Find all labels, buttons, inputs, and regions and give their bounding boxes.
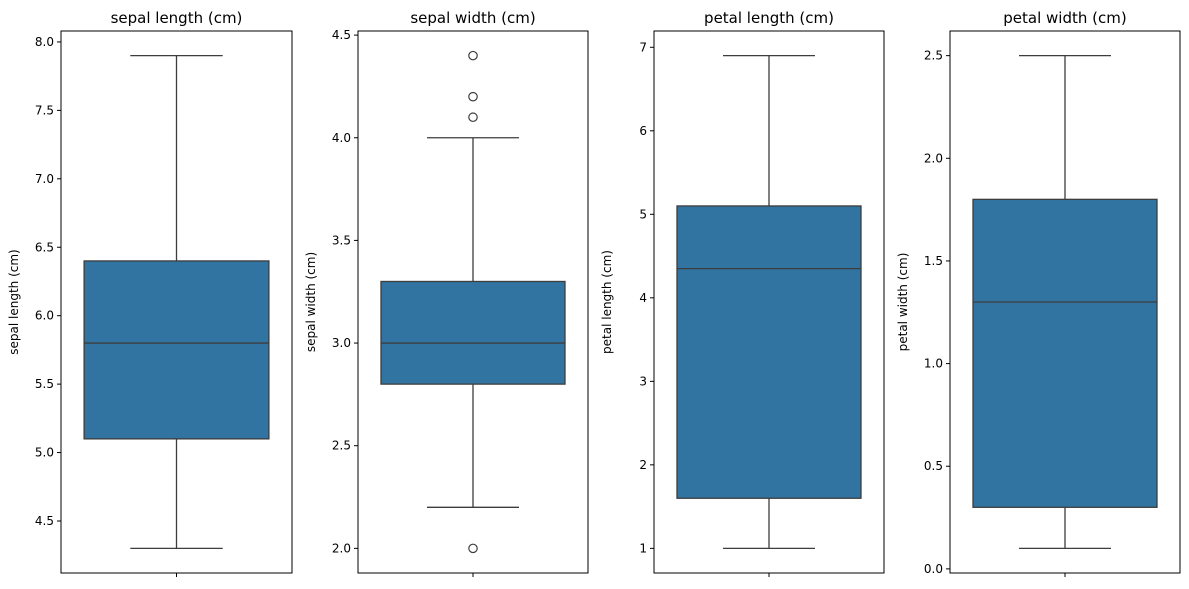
iqr-box: [83, 260, 270, 440]
y-tick-label: 5.0: [35, 446, 54, 460]
y-tick-label: 4: [639, 291, 647, 305]
y-tick-label: 5.5: [35, 377, 54, 391]
y-axis-label: sepal width (cm): [304, 252, 318, 352]
y-tick-label: 2.0: [924, 151, 943, 165]
y-tick-label: 0.0: [924, 562, 943, 576]
chart-title: petal width (cm): [1003, 9, 1126, 27]
chart-panel-2: sepal width (cm) sepal width (cm) 2.0 2.5 3.…: [304, 9, 589, 577]
axes-frame: [949, 30, 1181, 574]
iqr-box: [972, 198, 1158, 508]
y-tick-label: 7.5: [35, 103, 54, 117]
axes-frame: [60, 30, 293, 574]
y-tick-label: 0.5: [924, 459, 943, 473]
y-tick-label: 2.5: [332, 439, 351, 453]
outlier-point: [468, 91, 478, 102]
y-axis-label: sepal length (cm): [7, 249, 21, 354]
y-tick-label: 5: [639, 207, 647, 221]
y-tick-label: 2.0: [332, 541, 351, 555]
y-tick-label: 8.0: [35, 35, 54, 49]
chart-panel-4: petal width (cm) petal width (cm) 0.0 0.5 1.…: [896, 9, 1181, 577]
axes-frame: [653, 30, 885, 574]
y-tick-label: 3.5: [332, 233, 351, 247]
chart-title: sepal length (cm): [111, 9, 243, 27]
y-tick-label: 2.5: [924, 49, 943, 63]
y-tick-label: 6.5: [35, 240, 54, 254]
y-tick-label: 6.0: [35, 309, 54, 323]
axes-frame: [357, 30, 589, 574]
y-axis-label: petal length (cm): [600, 250, 614, 354]
outlier-point: [468, 50, 478, 61]
iqr-box: [676, 205, 862, 499]
chart-panel-3: petal length (cm) petal length (cm) 1 2 3 4 5 6…: [600, 9, 885, 577]
y-tick-label: 3.0: [332, 336, 351, 350]
y-tick-label: 4.5: [35, 514, 54, 528]
y-tick-label: 1: [639, 541, 647, 555]
y-axis-label: petal width (cm): [896, 253, 910, 352]
y-tick-label: 6: [639, 124, 647, 138]
y-tick-label: 7: [639, 40, 647, 54]
y-tick-label: 7.0: [35, 172, 54, 186]
y-tick-label: 2: [639, 458, 647, 472]
y-tick-label: 4.0: [332, 131, 351, 145]
y-tick-label: 3: [639, 374, 647, 388]
outlier-point: [468, 543, 478, 554]
chart-panel-1: sepal length (cm) sepal length (cm) 4.5 5.0…: [7, 9, 293, 577]
chart-title: sepal width (cm): [410, 9, 535, 27]
y-tick-label: 1.5: [924, 254, 943, 268]
y-tick-label: 1.0: [924, 357, 943, 371]
outlier-point: [468, 112, 478, 123]
chart-title: petal length (cm): [704, 9, 834, 27]
iqr-box: [380, 280, 566, 385]
y-tick-label: 4.5: [332, 28, 351, 42]
